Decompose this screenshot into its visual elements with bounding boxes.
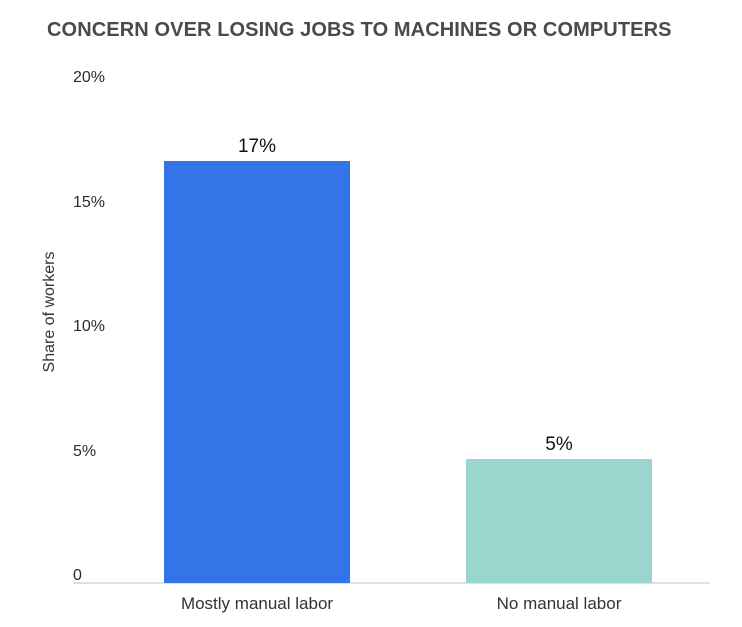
x-axis-category-label-no-manual-labor: No manual labor: [496, 594, 622, 613]
bar-value-label-no-manual-labor: 5%: [545, 434, 573, 455]
bar-no-manual-labor: [466, 459, 652, 583]
x-axis-category-label-mostly-manual-labor: Mostly manual labor: [180, 594, 334, 613]
y-tick-label-15: 15%: [73, 193, 106, 211]
y-axis-title: Share of workers: [41, 251, 58, 373]
bar-value-label-mostly-manual-labor: 17%: [237, 136, 277, 158]
y-tick-label-0: 0: [73, 567, 82, 584]
chart-title: CONCERN OVER LOSING JOBS TO MACHINES OR …: [47, 19, 672, 41]
y-tick-label-20: 20%: [73, 69, 106, 86]
bar-mostly-manual-labor: [164, 161, 350, 583]
y-tick-label-5: 5%: [73, 442, 97, 460]
y-tick-label-10: 10%: [73, 318, 106, 335]
x-axis-baseline: [73, 582, 710, 584]
